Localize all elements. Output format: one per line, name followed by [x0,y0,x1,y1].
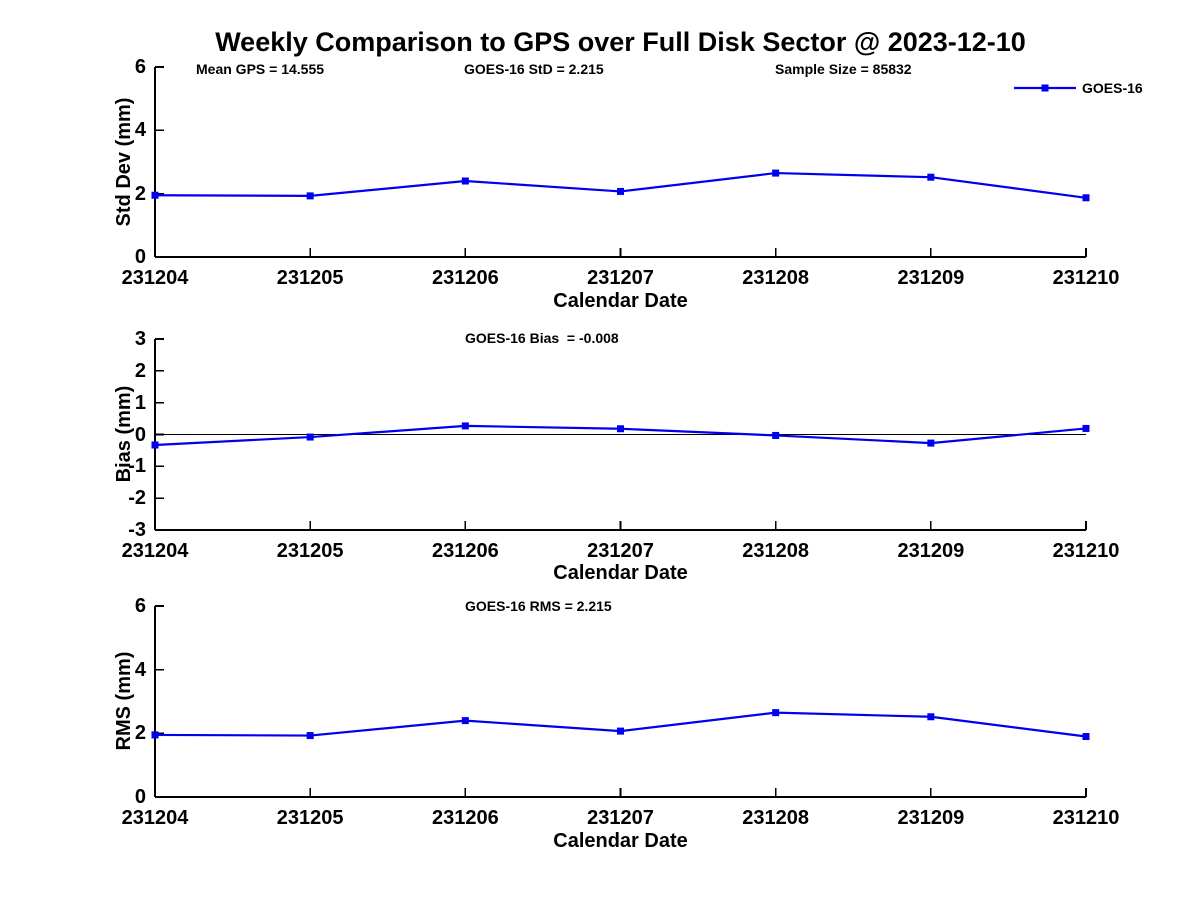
y-tick-label: 0 [134,423,146,446]
data-point-marker [461,422,469,430]
x-tick-label: 231206 [431,267,499,289]
x-axis-label-1: Calendar Date [553,290,688,312]
x-tick-label: 231209 [897,807,965,829]
x-tick-label: 231208 [742,540,810,562]
data-point-marker [1082,733,1090,741]
data-point-marker [1082,424,1090,432]
data-point-marker [151,731,159,739]
y-tick-label: 6 [134,56,146,78]
y-tick-label: 2 [134,182,146,205]
x-tick-label: 231205 [276,807,344,829]
data-point-marker [151,191,159,199]
data-point-marker [617,727,624,735]
x-tick-label: 231209 [897,540,965,562]
x-tick-label: 231208 [742,267,810,289]
y-tick-label: 6 [134,595,146,617]
x-tick-label: 231204 [121,807,189,829]
legend: GOES-16 [1013,79,1143,97]
y-axis-label-rms: RMS (mm) [113,651,135,751]
x-tick-label: 231204 [121,540,189,562]
legend-line-marker-icon [1014,84,1076,92]
data-point-marker [927,173,935,181]
annotation-std: GOES-16 StD = 2.215 [464,61,604,77]
x-axis-label-3: Calendar Date [553,830,688,852]
y-tick-label: -3 [128,519,146,541]
data-point-marker [306,192,314,200]
annotation-sample-size: Sample Size = 85832 [775,61,912,77]
y-tick-label: 4 [134,658,146,681]
data-point-marker [151,441,159,449]
x-tick-label: 231209 [897,267,965,289]
x-tick-label: 231210 [1052,267,1120,289]
x-tick-label: 231204 [121,267,189,289]
annotation-mean-gps: Mean GPS = 14.555 [196,61,325,77]
data-point-marker [927,439,935,447]
x-tick-label: 231208 [742,807,810,829]
chart-title: Weekly Comparison to GPS over Full Disk … [215,27,1026,57]
x-tick-label: 231210 [1052,807,1120,829]
data-point-marker [1082,194,1090,202]
y-tick-label: 2 [134,359,146,382]
x-tick-label: 231206 [431,807,499,829]
y-tick-label: 0 [134,786,146,808]
x-tick-label: 231207 [587,267,654,289]
data-point-marker [772,169,780,177]
data-point-marker [617,425,624,433]
y-tick-label: 3 [134,328,146,350]
data-point-marker [927,713,935,721]
x-tick-label: 231206 [431,540,499,562]
data-point-marker [306,732,314,740]
x-tick-label: 231207 [587,540,654,562]
annotation-rms: GOES-16 RMS = 2.215 [465,598,612,614]
data-point-marker [772,431,780,439]
legend-label: GOES-16 [1082,80,1143,96]
data-point-marker [617,187,624,195]
x-tick-label: 231205 [276,267,344,289]
y-tick-label: -1 [128,455,146,478]
y-tick-label: 2 [134,722,146,745]
y-tick-label: -2 [128,487,146,510]
annotation-bias: GOES-16 Bias = -0.008 [465,330,619,346]
y-tick-label: 0 [134,246,146,268]
x-axis-label-2: Calendar Date [553,562,688,584]
y-axis-label-stddev: Std Dev (mm) [113,97,135,227]
data-point-marker [772,709,780,717]
x-tick-label: 231210 [1052,540,1120,562]
x-tick-label: 231205 [276,540,344,562]
y-tick-label: 4 [134,119,146,142]
data-point-marker [306,433,314,441]
data-point-marker [461,717,469,725]
y-tick-label: 1 [134,391,146,414]
data-point-marker [461,177,469,185]
x-tick-label: 231207 [587,807,654,829]
